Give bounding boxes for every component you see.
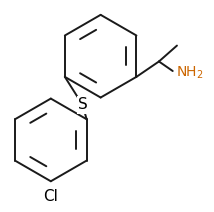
Text: S: S [78,98,88,112]
Text: NH$_2$: NH$_2$ [176,65,204,81]
Text: Cl: Cl [43,189,58,204]
